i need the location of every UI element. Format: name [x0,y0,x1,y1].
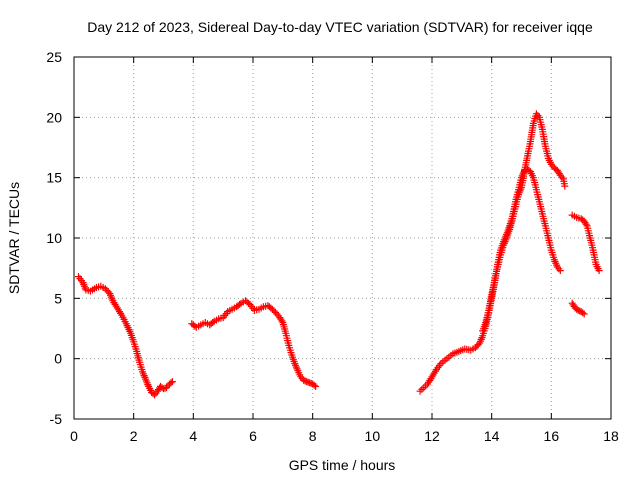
x-tick-label: 8 [309,428,317,444]
x-tick-label: 18 [603,428,619,444]
axis-ticks [73,56,612,420]
x-tick-label: 4 [189,428,197,444]
y-tick-label: 0 [54,351,62,367]
data-point-arc-2 [245,299,252,307]
data-markers [75,110,603,399]
y-tick-label: -5 [50,411,63,427]
data-point-arc-6 [595,267,603,275]
y-tick-label: 20 [46,109,62,125]
chart-title: Day 212 of 2023, Sidereal Day-to-day VTE… [87,19,593,35]
y-axis-label: SDTVAR / TECUs [6,182,22,294]
data-point-arc-3 [416,387,424,395]
data-point-arc-2 [209,319,217,326]
tick-labels: 0 2 4 6 8 10 12 14 16 18 -5 0 5 10 15 20 25 [46,49,619,444]
data-point-arc-2 [310,381,318,389]
data-point-arc-1 [101,285,109,293]
x-tick-label: 14 [484,428,500,444]
x-tick-label: 6 [249,428,257,444]
y-tick-label: 5 [54,290,62,306]
data-point-arc-2 [278,317,286,325]
data-point-arc-2 [312,382,320,390]
x-tick-label: 12 [424,428,440,444]
x-tick-label: 0 [70,428,78,444]
data-point-arc-3 [556,267,564,275]
data-point-arc-2 [271,308,279,316]
data-point-arc-2 [268,305,276,313]
data-point-arc-5 [579,309,587,317]
x-axis-label: GPS time / hours [289,457,396,473]
data-point-arc-5 [580,310,588,318]
data-point-arc-2 [236,300,244,308]
data-point-arc-4 [561,182,569,190]
data-point-arc-1 [103,286,111,294]
y-tick-label: 10 [46,230,62,246]
y-tick-label: 15 [46,170,62,186]
data-point-arc-6 [582,220,590,228]
plot-frame [73,56,612,420]
data-point-arc-1 [167,379,175,387]
x-tick-label: 2 [130,428,138,444]
x-tick-label: 10 [365,428,381,444]
grid [74,57,611,419]
data-point-arc-1 [168,378,176,386]
x-tick-label: 16 [544,428,560,444]
data-point-arc-2 [270,307,278,315]
y-tick-label: 25 [46,49,62,65]
